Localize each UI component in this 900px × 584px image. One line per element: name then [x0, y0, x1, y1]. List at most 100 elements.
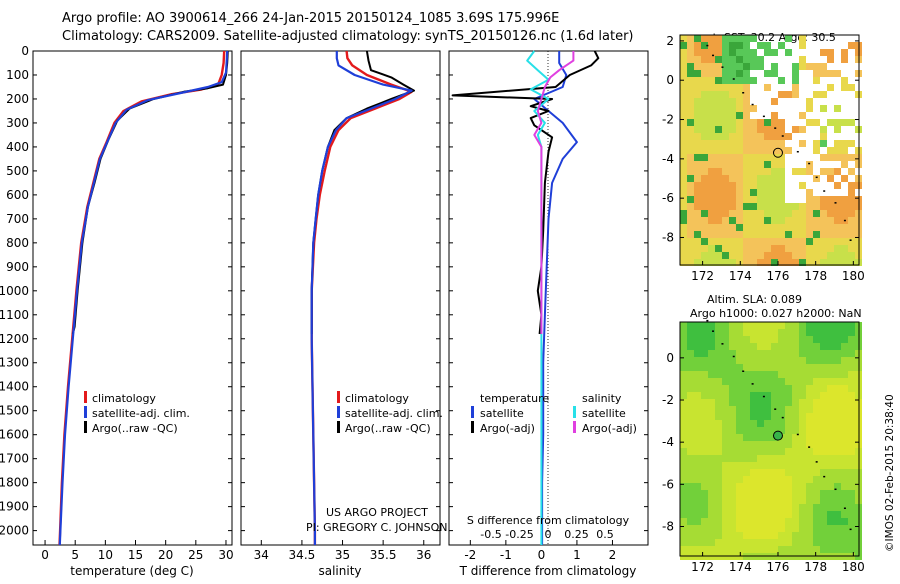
map-cell: [694, 525, 701, 532]
map-cell: [680, 238, 687, 245]
map-cell: [778, 357, 785, 364]
map-cell: [750, 539, 757, 546]
map-cell: [757, 189, 764, 196]
map-cell: [806, 455, 813, 462]
depth-tick-label: 1000: [0, 284, 29, 298]
map-cell: [771, 245, 778, 252]
map-cell: [722, 175, 729, 182]
coastline-dot: [712, 54, 715, 57]
map-cell: [792, 441, 799, 448]
salinity-diff-ticks: -0.5 -0.25 0 0.25 0.5: [480, 528, 613, 541]
map-cell: [687, 238, 694, 245]
map-cell: [715, 175, 722, 182]
map-cell: [715, 406, 722, 413]
map-cell: [848, 448, 855, 455]
map-cell: [764, 357, 771, 364]
map-cell: [834, 357, 841, 364]
map-cell: [694, 518, 701, 525]
map-cell: [813, 511, 820, 518]
map-cell: [785, 224, 792, 231]
map-cell: [848, 441, 855, 448]
map-cell: [785, 203, 792, 210]
map-cell: [729, 252, 736, 259]
map-cell: [729, 469, 736, 476]
map-cell: [722, 161, 729, 168]
map-cell: [792, 371, 799, 378]
map-cell: [694, 259, 701, 266]
map-cell: [729, 98, 736, 105]
map-cell: [806, 161, 813, 168]
map-cell: [687, 126, 694, 133]
map-cell: [757, 350, 764, 357]
map-cell: [708, 371, 715, 378]
map-cell: [701, 35, 708, 42]
map-cell: [750, 175, 757, 182]
map-cell: [715, 483, 722, 490]
map-cell: [778, 490, 785, 497]
map-cell: [729, 441, 736, 448]
map-cell: [841, 406, 848, 413]
map-cell: [757, 238, 764, 245]
map-cell: [708, 35, 715, 42]
map-cell: [820, 252, 827, 259]
map-cell: [806, 196, 813, 203]
map-cell: [701, 441, 708, 448]
coastline-dot: [751, 383, 754, 385]
map-cell: [764, 161, 771, 168]
map-cell: [771, 392, 778, 399]
map-cell: [813, 518, 820, 525]
map-cell: [834, 532, 841, 539]
map-cell: [722, 133, 729, 140]
map-cell: [799, 420, 806, 427]
legend-swatch-satellite: [337, 406, 340, 418]
legend-swatch-climatology: [84, 391, 87, 403]
map-cell: [764, 70, 771, 77]
map-cell: [771, 133, 778, 140]
map-cell: [764, 378, 771, 385]
map-cell: [792, 70, 799, 77]
depth-tick-label: 400: [6, 140, 29, 154]
map-cell: [750, 406, 757, 413]
map-cell: [806, 98, 813, 105]
map-cell: [834, 126, 841, 133]
map-cell: [757, 154, 764, 161]
map-y-tick-label: -6: [662, 191, 674, 205]
map-cell: [778, 126, 785, 133]
map-cell: [820, 49, 827, 56]
map-cell: [750, 490, 757, 497]
map-cell: [743, 245, 750, 252]
map-cell: [848, 504, 855, 511]
map-cell: [708, 329, 715, 336]
map-cell: [729, 476, 736, 483]
map-cell: [757, 525, 764, 532]
map-cell: [771, 504, 778, 511]
map-cell: [736, 217, 743, 224]
map-cell: [841, 497, 848, 504]
map-cell: [778, 462, 785, 469]
map-cell: [841, 469, 848, 476]
map-cell: [827, 469, 834, 476]
map-cell: [813, 203, 820, 210]
map-cell: [729, 490, 736, 497]
map-cell: [680, 210, 687, 217]
map-cell: [729, 259, 736, 266]
map-cell: [750, 189, 757, 196]
map-cell: [764, 49, 771, 56]
map-cell: [785, 490, 792, 497]
coastline-dot: [849, 528, 852, 531]
map-cell: [687, 154, 694, 161]
map-cell: [834, 441, 841, 448]
map-cell: [764, 245, 771, 252]
map-cell: [680, 518, 687, 525]
map-cell: [820, 154, 827, 161]
map-cell: [701, 77, 708, 84]
depth-tick-label: 1700: [0, 452, 29, 466]
map-cell: [715, 231, 722, 238]
map-cell: [785, 539, 792, 546]
map-cell: [694, 371, 701, 378]
map-cell: [729, 329, 736, 336]
map-cell: [820, 364, 827, 371]
map-cell: [743, 252, 750, 259]
map-cell: [841, 441, 848, 448]
map-cell: [778, 546, 785, 553]
